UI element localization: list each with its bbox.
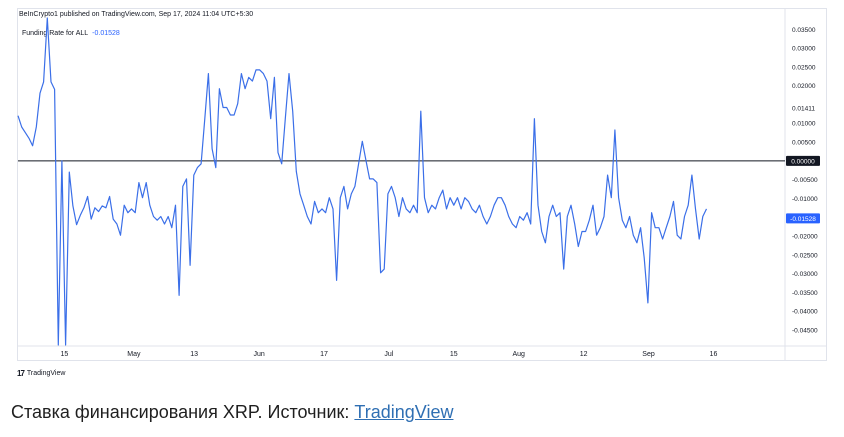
y-tick-label: -0.02000 <box>792 234 818 241</box>
tradingview-logo-text: TradingView <box>26 370 66 377</box>
tradingview-logo[interactable]: 17 TradingView <box>17 369 65 378</box>
y-tick-label: -0.03500 <box>792 290 818 297</box>
y-tick-label: 0.01411 <box>792 105 815 112</box>
funding-rate-series-line <box>17 17 708 346</box>
y-tick-label: -0.00500 <box>792 177 818 184</box>
x-tick-label: May <box>127 351 141 358</box>
x-tick-label: 16 <box>710 351 718 358</box>
x-tick-label: Jul <box>384 351 393 358</box>
series-legend[interactable]: Funding Rate for ALL -0.01528 <box>22 30 120 37</box>
source-link[interactable]: TradingView <box>354 402 454 422</box>
current-value-label: -0.01528 <box>790 216 816 223</box>
y-tick-label: -0.02500 <box>792 252 818 259</box>
legend-value: -0.01528 <box>92 30 120 37</box>
zero-value-label: 0.00000 <box>791 158 815 165</box>
y-tick-label: -0.04000 <box>792 309 818 316</box>
x-tick-label: 12 <box>580 351 588 358</box>
x-tick-label: 15 <box>60 351 68 358</box>
y-tick-label: 0.01000 <box>792 121 816 128</box>
x-tick-label: 13 <box>190 351 198 358</box>
x-tick-label: Sep <box>642 351 655 358</box>
y-tick-label: -0.04500 <box>792 327 818 334</box>
x-tick-label: Aug <box>512 351 525 358</box>
tradingview-logo-icon: 17 <box>17 369 25 378</box>
y-tick-label: -0.01000 <box>792 196 818 203</box>
current-value-badge <box>786 213 820 224</box>
chart-frame <box>17 8 827 361</box>
x-tick-label: 15 <box>450 351 458 358</box>
y-tick-label: 0.00500 <box>792 140 816 147</box>
y-tick-label: 0.02000 <box>792 83 816 90</box>
x-tick-label: Jun <box>253 351 264 358</box>
y-tick-label: 0.03500 <box>792 27 816 34</box>
x-tick-label: 17 <box>320 351 328 358</box>
zero-value-badge <box>786 155 820 166</box>
y-tick-label: 0.02500 <box>792 64 816 71</box>
legend-label: Funding Rate for ALL <box>22 30 89 37</box>
figure-caption: Ставка финансирования XRP. Источник: Tra… <box>11 402 453 423</box>
caption-text: Ставка финансирования XRP. Источник: <box>11 402 350 422</box>
y-tick-label: 0.03000 <box>792 46 816 53</box>
publish-info: BeInCrypto1 published on TradingView.com… <box>19 11 254 18</box>
y-tick-label: -0.03000 <box>792 271 818 278</box>
